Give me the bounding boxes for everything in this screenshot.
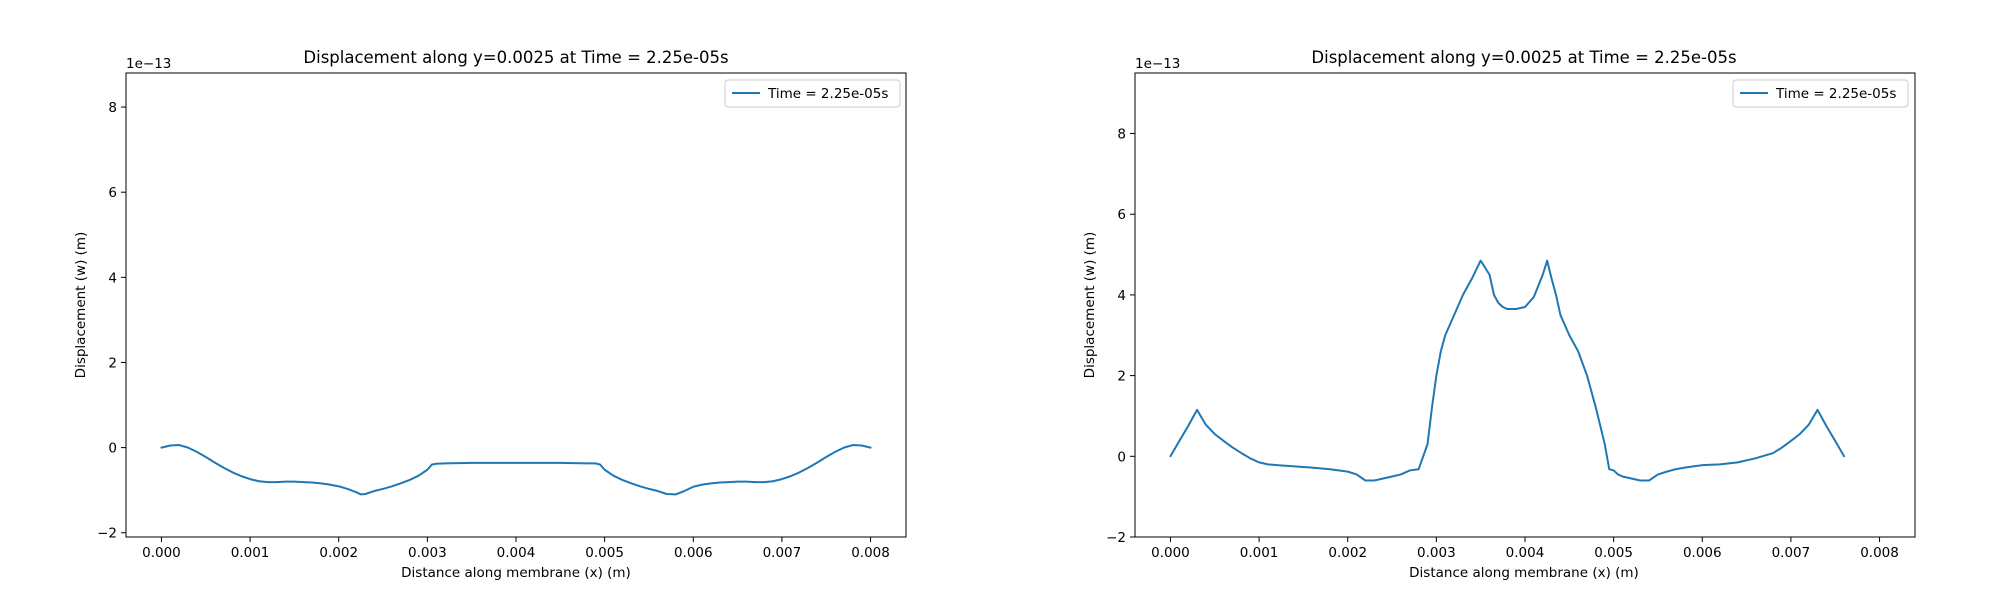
chart-left-ytick-label: 6 [108,185,117,201]
chart-right-xtick-label: 0.008 [1860,545,1899,561]
chart-left-offset-text: 1e−13 [126,56,171,72]
chart-right-xtick-label: 0.001 [1240,545,1279,561]
chart-left-ytick-label: 2 [108,355,117,371]
chart-left-ytick-label: 4 [108,270,117,286]
chart-left-xtick-label: 0.005 [585,545,624,561]
chart-left-ytick-label: 8 [108,100,117,116]
chart-right-xtick-label: 0.005 [1594,545,1633,561]
chart-right-xlabel: Distance along membrane (x) (m) [1409,565,1639,581]
chart-right-legend: Time = 2.25e-05s [1732,79,1909,108]
chart-left-legend: Time = 2.25e-05s [724,79,901,108]
chart-right-ylabel: Displacement (w) (m) [1082,232,1098,379]
chart-right-xtick-label: 0.004 [1506,545,1545,561]
chart-left-legend-label: Time = 2.25e-05s [767,86,888,102]
chart-right-series-line-0 [1169,259,1846,482]
chart-right-xtick-label: 0.006 [1683,545,1722,561]
chart-left-title: Displacement along y=0.0025 at Time = 2.… [303,48,728,67]
chart-left-legend-box [724,79,901,108]
chart-right-xtick-label: 0.003 [1417,545,1456,561]
chart-left-xtick-label: 0.007 [763,545,802,561]
chart-left-ytick-label: −2 [97,526,117,542]
chart-right-ytick-label: 2 [1117,369,1126,385]
chart-right-offset-text: 1e−13 [1135,56,1180,72]
chart-right-ytick-label: 8 [1117,127,1126,143]
chart-left-xtick-label: 0.008 [851,545,890,561]
chart-left-xtick-label: 0.004 [497,545,536,561]
chart-left-ylabel: Displacement (w) (m) [73,232,89,379]
chart-left-xtick-label: 0.001 [231,545,270,561]
chart-left-xtick-label: 0.003 [408,545,447,561]
chart-right-ytick-label: 4 [1117,288,1126,304]
chart-left-xtick-label: 0.000 [142,545,181,561]
chart-right-ytick-label: 0 [1117,449,1126,465]
chart-right-xtick-label: 0.007 [1772,545,1811,561]
chart-right-frame [1134,72,1916,538]
chart-left-ytick-label: 0 [108,441,117,457]
chart-right-axes: 0.000 0.001 0.002 0.003 0.004 0.005 0.006 0.007… [1106,72,1916,561]
chart-left-series-line-0 [160,444,872,496]
chart-left-xlabel: Distance along membrane (x) (m) [401,565,631,581]
chart-left: Displacement along y=0.0025 at Time = 2.… [73,48,907,581]
chart-left-frame [125,72,907,538]
chart-left-xtick-label: 0.006 [674,545,713,561]
chart-right-xtick-label: 0.002 [1328,545,1367,561]
chart-right-title: Displacement along y=0.0025 at Time = 2.… [1311,48,1736,67]
chart-right-ytick-label: 6 [1117,207,1126,223]
chart-left-axes: 0.000 0.001 0.002 0.003 0.004 0.005 0.006 0.007… [97,72,907,561]
chart-right: Displacement along y=0.0025 at Time = 2.… [1082,48,1916,581]
chart-left-xtick-label: 0.002 [319,545,358,561]
chart-right-legend-box [1732,79,1909,108]
chart-right-ytick-label: −2 [1106,530,1126,546]
chart-right-legend-label: Time = 2.25e-05s [1775,86,1896,102]
chart-right-xtick-label: 0.000 [1151,545,1190,561]
